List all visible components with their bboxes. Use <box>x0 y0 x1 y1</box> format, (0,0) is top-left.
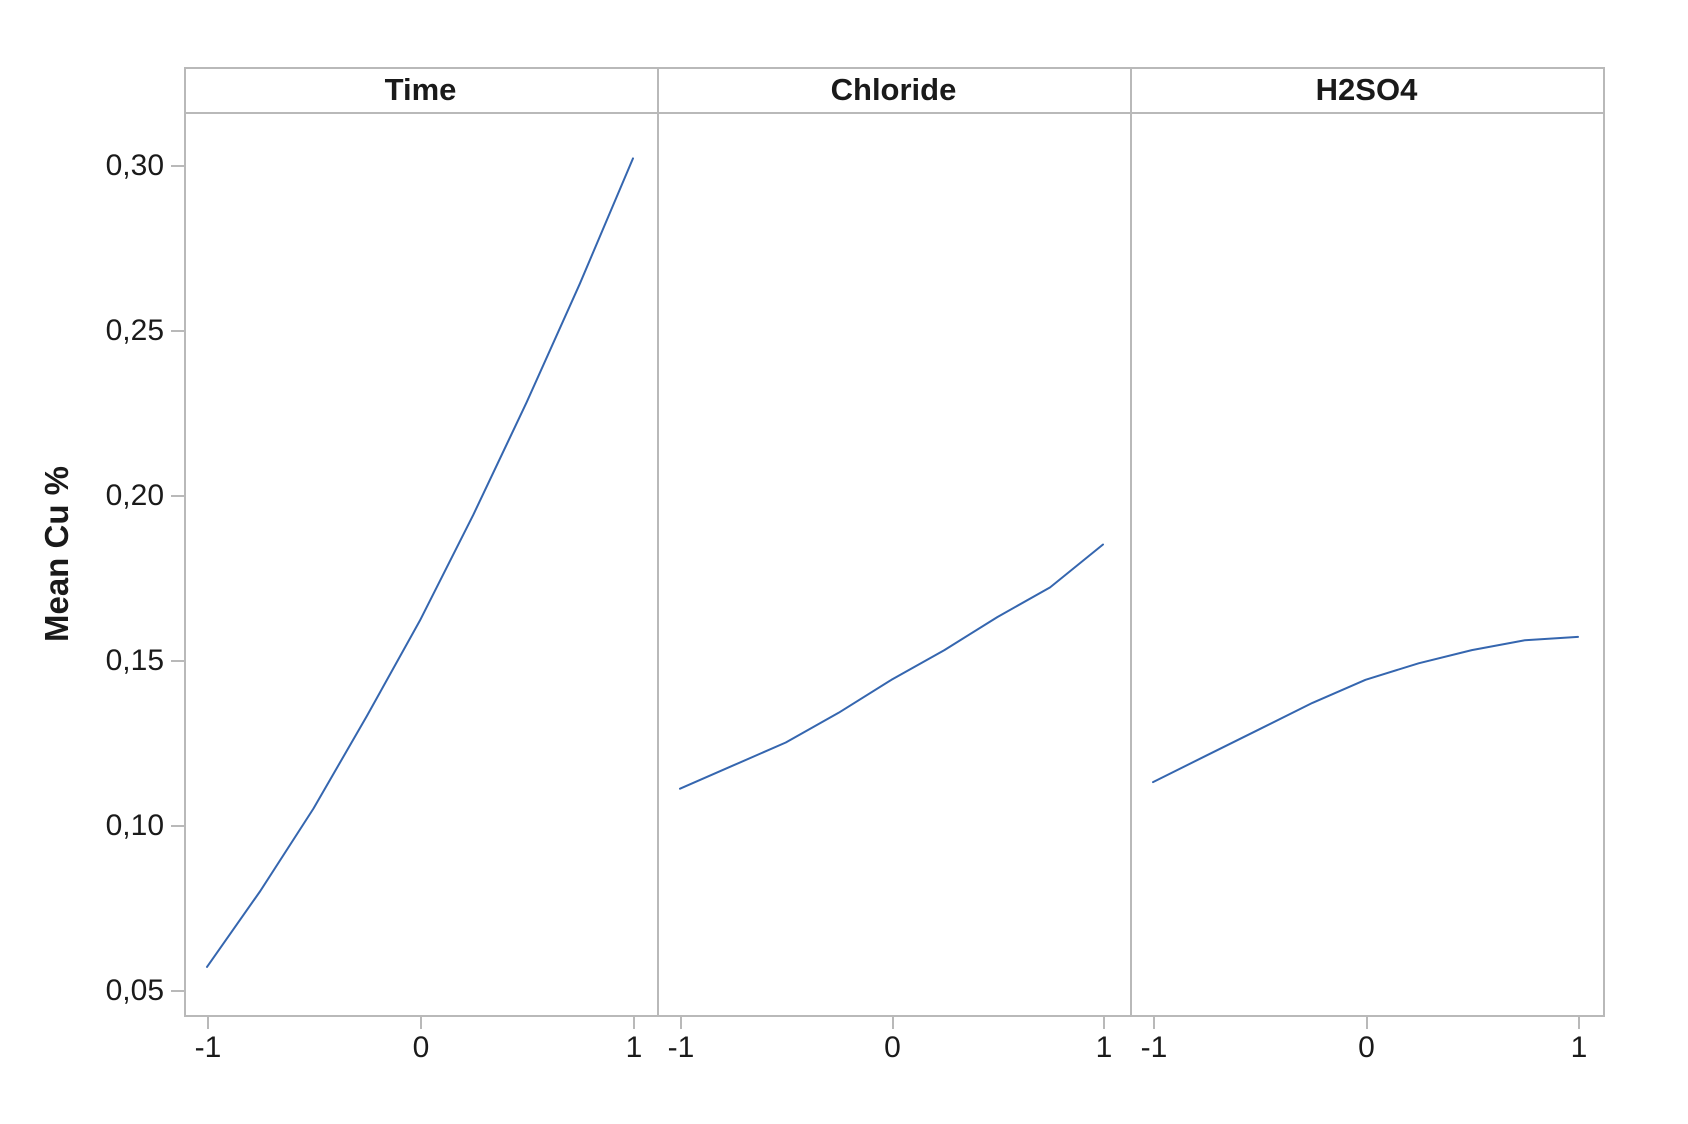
panel-header-chloride: Chloride <box>830 72 957 107</box>
x-tick-label: -1 <box>1140 1031 1168 1064</box>
y-tick <box>171 495 184 497</box>
x-tick <box>1365 1017 1368 1029</box>
x-tick <box>633 1017 635 1029</box>
y-tick-label: 0,15 <box>105 644 164 677</box>
y-tick-label: 0,10 <box>105 809 164 842</box>
x-tick-label: -1 <box>667 1031 695 1064</box>
panel-header-h2so4: H2SO4 <box>1315 72 1418 107</box>
x-tick <box>1578 1017 1580 1029</box>
plot-right-border <box>1603 67 1605 1015</box>
curve-h2so4 <box>1152 635 1579 784</box>
panel-divider <box>657 67 659 1015</box>
x-tick <box>420 1017 422 1029</box>
y-tick <box>171 330 184 332</box>
y-tick-label: 0,30 <box>105 149 164 182</box>
y-tick-label: 0,05 <box>105 974 164 1007</box>
x-tick-label: 0 <box>884 1031 901 1064</box>
x-tick <box>1153 1017 1155 1029</box>
x-tick-label: 1 <box>1095 1031 1113 1064</box>
y-tick <box>171 660 184 662</box>
x-tick <box>680 1017 682 1029</box>
x-tick-label: 0 <box>412 1031 430 1064</box>
y-tick <box>171 825 184 827</box>
x-tick-label: -1 <box>194 1031 222 1064</box>
y-tick <box>171 165 184 167</box>
panel-divider <box>1130 67 1132 1015</box>
x-tick <box>891 1017 894 1029</box>
curve-chloride <box>679 543 1104 790</box>
x-tick <box>207 1017 209 1029</box>
x-tick-label: 1 <box>1570 1031 1588 1064</box>
y-tick <box>171 990 184 992</box>
y-tick-label: 0,25 <box>105 314 164 347</box>
curve-time <box>206 157 634 968</box>
header-bottom-border <box>184 112 1605 114</box>
x-tick-label: 1 <box>625 1031 643 1064</box>
header-top-border <box>184 67 1605 69</box>
y-tick-label: 0,20 <box>105 479 164 512</box>
x-tick <box>1103 1017 1105 1029</box>
x-tick-label: 0 <box>1358 1031 1375 1064</box>
y-axis-line <box>184 67 186 1015</box>
panel-header-time: Time <box>384 72 457 107</box>
x-axis-line <box>184 1015 1605 1017</box>
